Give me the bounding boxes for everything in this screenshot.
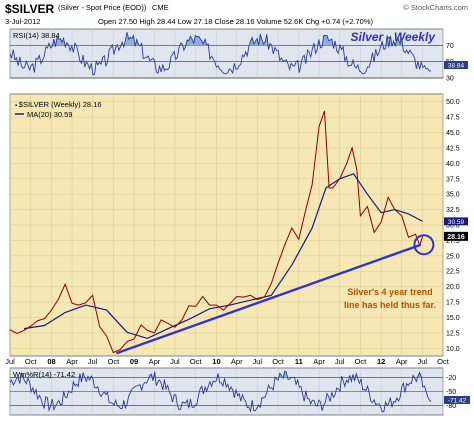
ma-tag-bg	[444, 217, 468, 226]
x-tick-label: 10	[212, 357, 220, 366]
price-grid	[9, 94, 444, 356]
ohlc-line: Open 27.50 High 28.44 Low 27.18 Close 28…	[98, 17, 374, 26]
rsi-legend: RSI(14) 38.84	[13, 31, 60, 40]
quote-date: 3-Jul-2012	[5, 17, 40, 26]
x-tick-label: Apr	[396, 357, 408, 366]
x-tick-label: Apr	[66, 357, 78, 366]
price-tick-label: 47.5	[446, 115, 460, 122]
x-tick-label: Apr	[231, 357, 243, 366]
price-tick-label: 35.0	[446, 192, 460, 199]
level-label: 70	[446, 43, 454, 50]
symbol-description: (Silver - Spot Price (EOD))	[58, 3, 147, 12]
price-tick-label: 10.0	[446, 346, 460, 353]
ma-legend: MA(20) 30.59	[27, 110, 72, 119]
ma-tag: 30.59	[448, 219, 465, 226]
x-tick-label: Oct	[355, 357, 368, 366]
wr-line	[9, 370, 432, 414]
symbol: $SILVER	[5, 2, 54, 16]
trend-line	[116, 243, 422, 355]
price-legend: ▪ $SILVER (Weekly) 28.16	[15, 100, 102, 109]
exchange: CME	[152, 3, 169, 12]
ma20-line	[23, 173, 423, 340]
price-tick-label: 32.5	[446, 207, 460, 214]
price-tick-label: 15.0	[446, 315, 460, 322]
annotation-line-1: Silver's 4 year trend	[347, 287, 432, 297]
x-tick-label: Apr	[313, 357, 325, 366]
x-tick-label: Jul	[5, 357, 15, 366]
price-tick-label: 50.0	[446, 99, 460, 106]
level-label: -80	[446, 403, 456, 410]
chart-title: Silver - Weekly	[351, 30, 437, 44]
x-tick-label: Jul	[170, 357, 180, 366]
x-tick-label: 09	[130, 357, 138, 366]
rsi-current-tag: 38.84	[448, 63, 465, 70]
x-tick-label: Oct	[272, 357, 285, 366]
wr-axis: -20 -50 -80	[446, 375, 456, 410]
x-tick-label: Jul	[88, 357, 98, 366]
price-line	[9, 110, 424, 354]
rsi-panel	[9, 28, 444, 79]
x-tick-label: Oct	[108, 357, 121, 366]
price-tick-label: 42.5	[446, 145, 460, 152]
trend-touch-circle	[413, 234, 435, 256]
x-tick-label: Oct	[437, 357, 450, 366]
rsi-line	[9, 32, 432, 76]
x-tick-label: Apr	[149, 357, 161, 366]
price-axis: 50.0 47.5 45.0 42.5 40.0 37.5 35.0 32.5 30.0 27.5…	[446, 99, 460, 353]
wr-current-tag-bg	[444, 396, 470, 404]
rsi-overbought-fill	[10, 32, 431, 46]
rsi-current-tag-bg	[444, 61, 468, 69]
annotation-line-2: line has held thus far.	[344, 300, 436, 310]
x-axis: Jul Oct 08 Apr Jul Oct 09 Apr Jul Oct 10 Apr Jul Oct 1…	[5, 357, 450, 366]
x-tick-label: Oct	[25, 357, 38, 366]
price-tick-label: 25.0	[446, 253, 460, 260]
level-label: -20	[446, 375, 456, 382]
wr-legend: Wm%R(14) -71.42	[13, 370, 75, 379]
price-tick-label: 20.0	[446, 284, 460, 291]
watermark: © StockCharts.com	[403, 3, 468, 12]
x-tick-label: 08	[47, 357, 55, 366]
x-tick-label: Jul	[335, 357, 345, 366]
price-tick-label: 30.0	[446, 223, 460, 230]
price-tick-label: 37.5	[446, 176, 460, 183]
price-tick-label: 17.5	[446, 300, 460, 307]
x-tick-label: Oct	[190, 357, 203, 366]
x-tick-label: Jul	[253, 357, 263, 366]
price-tick-label: 45.0	[446, 130, 460, 137]
price-tick-label: 12.5	[446, 330, 460, 337]
wr-current-tag: -71.42	[448, 398, 467, 405]
x-tick-label: Jul	[417, 357, 427, 366]
close-tag: 28.16	[447, 234, 465, 241]
price-tick-label: 40.0	[446, 161, 460, 168]
x-tick-label: 11	[295, 357, 303, 366]
level-label: 30	[446, 76, 454, 83]
price-tick-label: 22.5	[446, 269, 460, 276]
level-label: -50	[446, 389, 456, 396]
close-tag-bg	[444, 231, 468, 241]
price-tick-label: 27.5	[446, 238, 460, 245]
x-tick-label: 12	[377, 357, 385, 366]
